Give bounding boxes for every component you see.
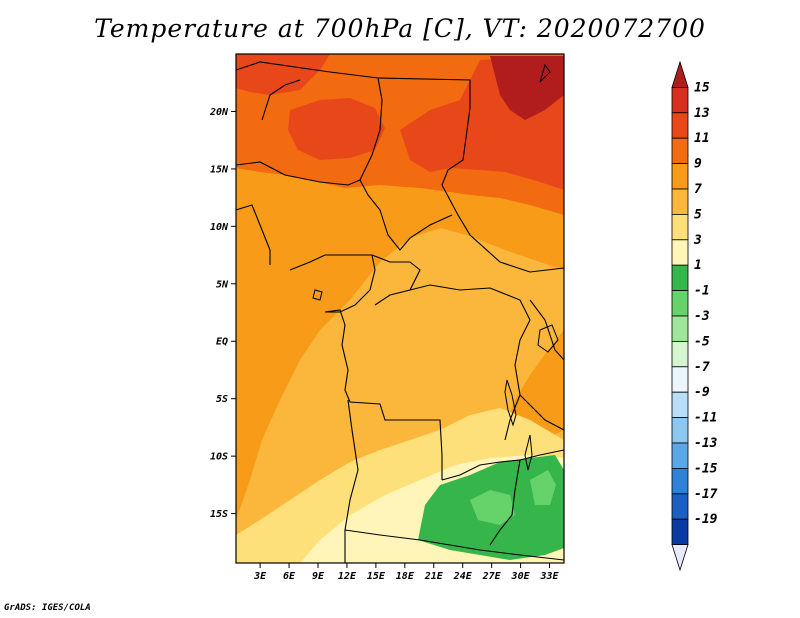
colorbar-label: 1 xyxy=(694,258,702,273)
lon-label: 15E xyxy=(367,571,386,582)
colorbar-label: -17 xyxy=(694,487,718,502)
lat-label: 15S xyxy=(210,509,228,520)
lat-label: 15N xyxy=(210,164,229,175)
colorbar-segment xyxy=(671,290,689,317)
colorbar-label: -9 xyxy=(694,385,710,400)
lon-label: 6E xyxy=(283,571,296,582)
colorbar-segment xyxy=(671,213,689,241)
colorbar-segment xyxy=(671,366,689,393)
field-band-minus1to1 xyxy=(470,490,515,525)
map-frame xyxy=(235,53,565,564)
colorbar-segment xyxy=(671,391,689,419)
colorbar-segment xyxy=(671,137,689,164)
field-band-13to15-central xyxy=(288,98,385,160)
colorbar-top-arrow xyxy=(671,60,689,88)
colorbar-label: 13 xyxy=(694,106,710,121)
colorbar-label: 5 xyxy=(694,207,702,222)
lon-label: 12E xyxy=(338,571,357,582)
lon-label: 3E xyxy=(253,571,267,582)
colorbar-label: -15 xyxy=(694,461,718,476)
colorbar-label: 15 xyxy=(694,80,710,95)
colorbar-label: -7 xyxy=(694,360,710,375)
lon-label: 30E xyxy=(511,571,531,582)
colorbar-segment xyxy=(671,518,689,546)
field-band-above15 xyxy=(490,56,564,120)
lon-label: 21E xyxy=(424,571,444,582)
colorbar-label: -13 xyxy=(694,436,718,451)
lon-label: 27E xyxy=(482,571,502,582)
colorbar-segment xyxy=(671,239,689,266)
latitude-axis: 20N 15N 10N 5N EQ 5S 10S 15S xyxy=(209,107,236,520)
map-title: Temperature at 700hPa [C], VT: 202007270… xyxy=(94,14,706,43)
colorbar-segment xyxy=(671,340,689,368)
lat-label: EQ xyxy=(216,337,228,348)
colorbar-segment xyxy=(671,188,689,215)
colorbar-label: -5 xyxy=(694,334,710,349)
colorbar-label: -3 xyxy=(694,309,710,324)
colorbar-label: -19 xyxy=(694,512,718,527)
colorbar-segment xyxy=(671,493,689,520)
lakes xyxy=(312,63,559,471)
field-band-13to15-west xyxy=(236,54,330,95)
colorbar-segment xyxy=(671,417,689,444)
field-band-minus1to1-b xyxy=(530,470,556,505)
colorbar-label: -11 xyxy=(694,411,717,426)
lat-label: 5N xyxy=(216,279,229,290)
colorbar-segment xyxy=(671,163,689,190)
lat-label: 5S xyxy=(216,394,228,405)
colorbar-label: 7 xyxy=(694,182,702,197)
lat-label: 20N xyxy=(209,107,229,118)
colorbar-segment xyxy=(671,112,689,139)
lon-label: 24E xyxy=(453,571,473,582)
field-band-9to11-east xyxy=(505,330,564,440)
lon-label: 18E xyxy=(396,571,415,582)
colorbar-segment xyxy=(671,264,689,292)
lon-label: 9E xyxy=(312,571,325,582)
colorbar-label: 3 xyxy=(693,233,702,248)
colorbar-segment xyxy=(671,442,689,469)
colorbar-bottom-arrow xyxy=(671,544,689,572)
colorbar-label: -1 xyxy=(694,284,710,299)
colorbar-label: 9 xyxy=(694,157,702,172)
colorbar-segment xyxy=(671,87,689,114)
colorbar-segment xyxy=(671,315,689,342)
country-borders xyxy=(236,61,564,563)
grads-credit: GrADS: IGES/COLA xyxy=(4,603,91,613)
temperature-field xyxy=(236,54,564,563)
colorbar-segment xyxy=(671,467,689,495)
colorbar: 15 13 11 9 7 5 3 1 -1 -3 -5 -7 -9 -11 -13 -15 -17 -19 xyxy=(671,60,718,572)
lat-label: 10N xyxy=(210,222,229,233)
longitude-axis: 3E 6E 9E 12E 15E 18E 21E 24E 27E 30E 33E xyxy=(253,563,560,582)
colorbar-label: 11 xyxy=(694,131,710,146)
lon-label: 33E xyxy=(539,571,559,582)
lat-label: 10S xyxy=(210,452,228,463)
